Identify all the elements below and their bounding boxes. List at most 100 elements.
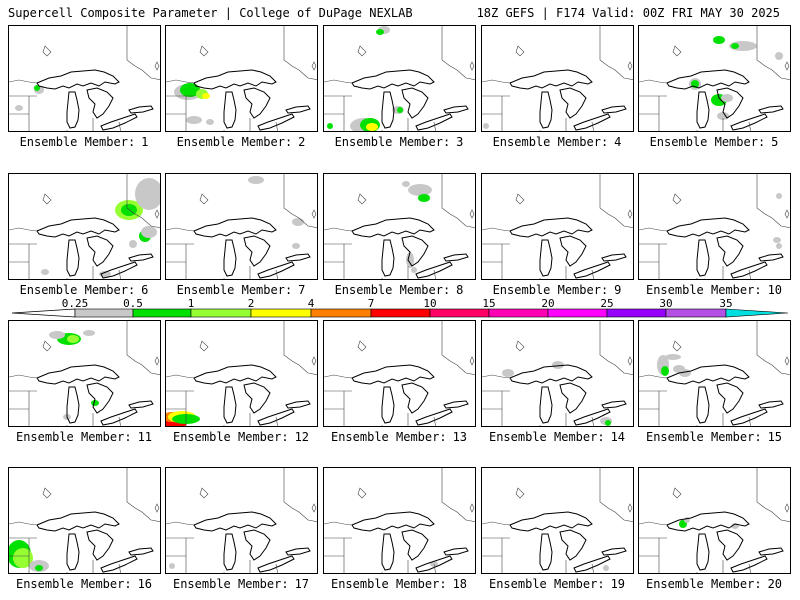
lake-outline bbox=[539, 91, 553, 129]
lake-outline bbox=[601, 400, 627, 409]
member-label-text: Ensemble Member: bbox=[176, 135, 293, 149]
ensemble-member-label: Ensemble Member: 18 bbox=[319, 577, 479, 591]
boundary-line bbox=[311, 61, 317, 71]
lake-outline bbox=[223, 386, 237, 424]
boundary-line bbox=[283, 321, 317, 375]
lake-outline bbox=[601, 105, 627, 114]
member-label-text: Ensemble Member: bbox=[176, 283, 293, 297]
member-label-text: Ensemble Member: bbox=[330, 430, 447, 444]
scp-contour-area bbox=[402, 181, 410, 187]
boundary-line bbox=[482, 374, 511, 379]
legend-min-arrow bbox=[11, 308, 76, 318]
boundary-line bbox=[199, 193, 209, 205]
scp-contour-area bbox=[775, 52, 783, 60]
lake-outline bbox=[223, 533, 237, 571]
legend-color-bin bbox=[488, 308, 549, 318]
lake-outline bbox=[559, 529, 587, 561]
lake-outline bbox=[443, 400, 469, 409]
ensemble-member-panel bbox=[8, 25, 161, 132]
ensemble-member-label: Ensemble Member: 17 bbox=[161, 577, 321, 591]
lake-outline bbox=[601, 547, 627, 556]
scp-contour-area bbox=[776, 193, 782, 199]
legend-max-arrow bbox=[725, 308, 789, 318]
boundary-line bbox=[748, 416, 751, 426]
lake-outline bbox=[539, 239, 553, 277]
regional-map bbox=[9, 174, 160, 279]
scp-contour-area bbox=[206, 119, 214, 125]
scp-contour-area bbox=[397, 107, 403, 113]
ensemble-member-label: Ensemble Member: 9 bbox=[477, 283, 637, 297]
boundary-line bbox=[482, 521, 511, 526]
ensemble-member-panel bbox=[165, 173, 318, 280]
scp-contour-area bbox=[292, 243, 300, 249]
scp-contour-area bbox=[776, 243, 782, 249]
ensemble-member-label: Ensemble Member: 19 bbox=[477, 577, 637, 591]
ensemble-member-panel bbox=[638, 320, 791, 427]
boundary-line bbox=[199, 340, 209, 352]
boundary-line bbox=[627, 209, 633, 219]
regional-map bbox=[639, 174, 790, 279]
lake-outline bbox=[285, 547, 311, 556]
boundary-line bbox=[672, 487, 682, 499]
boundary-line bbox=[784, 356, 790, 366]
lake-outline bbox=[415, 261, 453, 279]
boundary-line bbox=[672, 193, 682, 205]
scp-contour-area bbox=[180, 83, 200, 97]
boundary-line bbox=[166, 227, 195, 232]
lake-outline bbox=[285, 400, 311, 409]
lake-outline bbox=[559, 382, 587, 414]
boundary-line bbox=[784, 61, 790, 71]
boundary-line bbox=[42, 45, 52, 57]
ensemble-member-panel bbox=[8, 320, 161, 427]
boundary-line bbox=[324, 227, 353, 232]
lake-outline bbox=[351, 69, 435, 90]
ensemble-member-label: Ensemble Member: 20 bbox=[634, 577, 794, 591]
regional-map bbox=[166, 468, 317, 573]
scp-contour-area bbox=[773, 237, 781, 243]
boundary-line bbox=[166, 79, 195, 84]
lake-outline bbox=[381, 239, 395, 277]
lake-outline bbox=[730, 408, 768, 426]
member-label-text: Ensemble Member: bbox=[645, 430, 762, 444]
lake-outline bbox=[559, 235, 587, 267]
regional-map bbox=[9, 468, 160, 573]
regional-map bbox=[324, 174, 475, 279]
boundary-line bbox=[515, 193, 525, 205]
regional-map bbox=[9, 26, 160, 131]
lake-outline bbox=[401, 235, 429, 267]
boundary-line bbox=[591, 563, 594, 573]
scp-contour-area bbox=[169, 563, 175, 569]
boundary-line bbox=[515, 487, 525, 499]
ensemble-member-panel bbox=[165, 320, 318, 427]
ensemble-member-label: Ensemble Member: 12 bbox=[161, 430, 321, 444]
scp-contour-area bbox=[502, 369, 514, 377]
scp-contour-area bbox=[67, 335, 79, 343]
ensemble-member-panel bbox=[323, 25, 476, 132]
regional-map bbox=[166, 321, 317, 426]
ensemble-member-label: Ensemble Member: 1 bbox=[4, 135, 164, 149]
lake-outline bbox=[415, 113, 453, 131]
lake-outline bbox=[758, 253, 784, 262]
lake-outline bbox=[86, 87, 114, 119]
boundary-line bbox=[599, 174, 633, 228]
lake-outline bbox=[351, 217, 435, 238]
lake-outline bbox=[401, 382, 429, 414]
member-number: 14 bbox=[610, 430, 626, 444]
lake-outline bbox=[243, 529, 271, 561]
scp-contour-area bbox=[141, 226, 157, 238]
lake-outline bbox=[509, 69, 593, 90]
lake-outline bbox=[285, 105, 311, 114]
boundary-line bbox=[166, 374, 195, 379]
boundary-line bbox=[756, 174, 790, 228]
legend-color-bin bbox=[547, 308, 608, 318]
regional-map bbox=[482, 468, 633, 573]
boundary-line bbox=[784, 209, 790, 219]
lake-outline bbox=[86, 235, 114, 267]
regional-map bbox=[324, 321, 475, 426]
boundary-line bbox=[42, 340, 52, 352]
legend-tick-label: 7 bbox=[367, 297, 375, 310]
lake-outline bbox=[539, 386, 553, 424]
member-label-text: Ensemble Member: bbox=[172, 577, 289, 591]
lake-outline bbox=[100, 555, 138, 573]
